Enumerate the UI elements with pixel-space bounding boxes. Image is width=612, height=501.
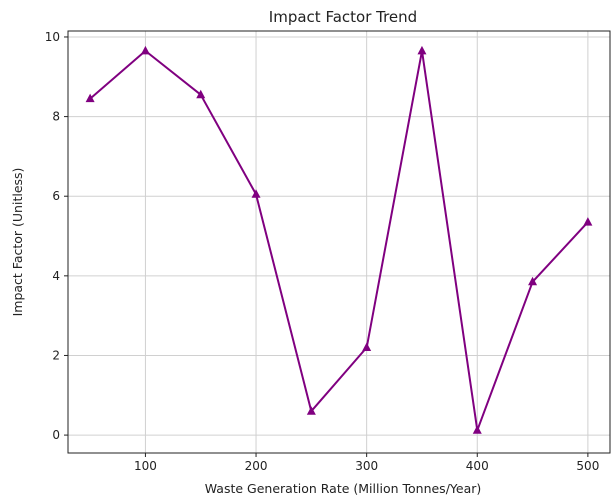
y-tick-label: 8 — [52, 110, 60, 124]
x-axis-label: Waste Generation Rate (Million Tonnes/Ye… — [205, 481, 482, 496]
data-point-marker — [417, 45, 427, 55]
series-line — [89, 49, 589, 432]
x-tick-label: 100 — [134, 459, 157, 473]
y-axis-label: Impact Factor (Unitless) — [10, 168, 25, 317]
series-group — [85, 45, 593, 434]
data-point-marker — [251, 189, 261, 198]
data-point-marker — [472, 425, 482, 434]
plot-area — [68, 31, 610, 453]
plot-frame — [67, 30, 611, 454]
data-point-marker — [196, 89, 206, 99]
x-tick-label: 300 — [355, 459, 378, 473]
data-point-marker — [140, 45, 150, 55]
y-axis-ticks: 0 2 4 6 8 10 — [45, 30, 68, 442]
x-axis-ticks: 100 200 300 400 500 — [134, 453, 599, 473]
data-point-marker — [362, 342, 372, 351]
data-point-marker — [306, 406, 316, 415]
data-point-marker — [528, 276, 538, 286]
x-tick-label: 500 — [576, 459, 599, 473]
y-tick-label: 0 — [52, 428, 60, 442]
x-tick-label: 400 — [466, 459, 489, 473]
y-tick-label: 4 — [52, 269, 60, 283]
x-tick-label: 200 — [245, 459, 268, 473]
y-tick-label: 10 — [45, 30, 60, 44]
grid-lines — [68, 31, 610, 453]
chart-title: Impact Factor Trend — [269, 8, 417, 26]
y-tick-label: 6 — [52, 189, 60, 203]
y-tick-label: 2 — [52, 348, 60, 362]
data-point-marker — [85, 93, 95, 103]
data-point-marker — [583, 217, 593, 226]
